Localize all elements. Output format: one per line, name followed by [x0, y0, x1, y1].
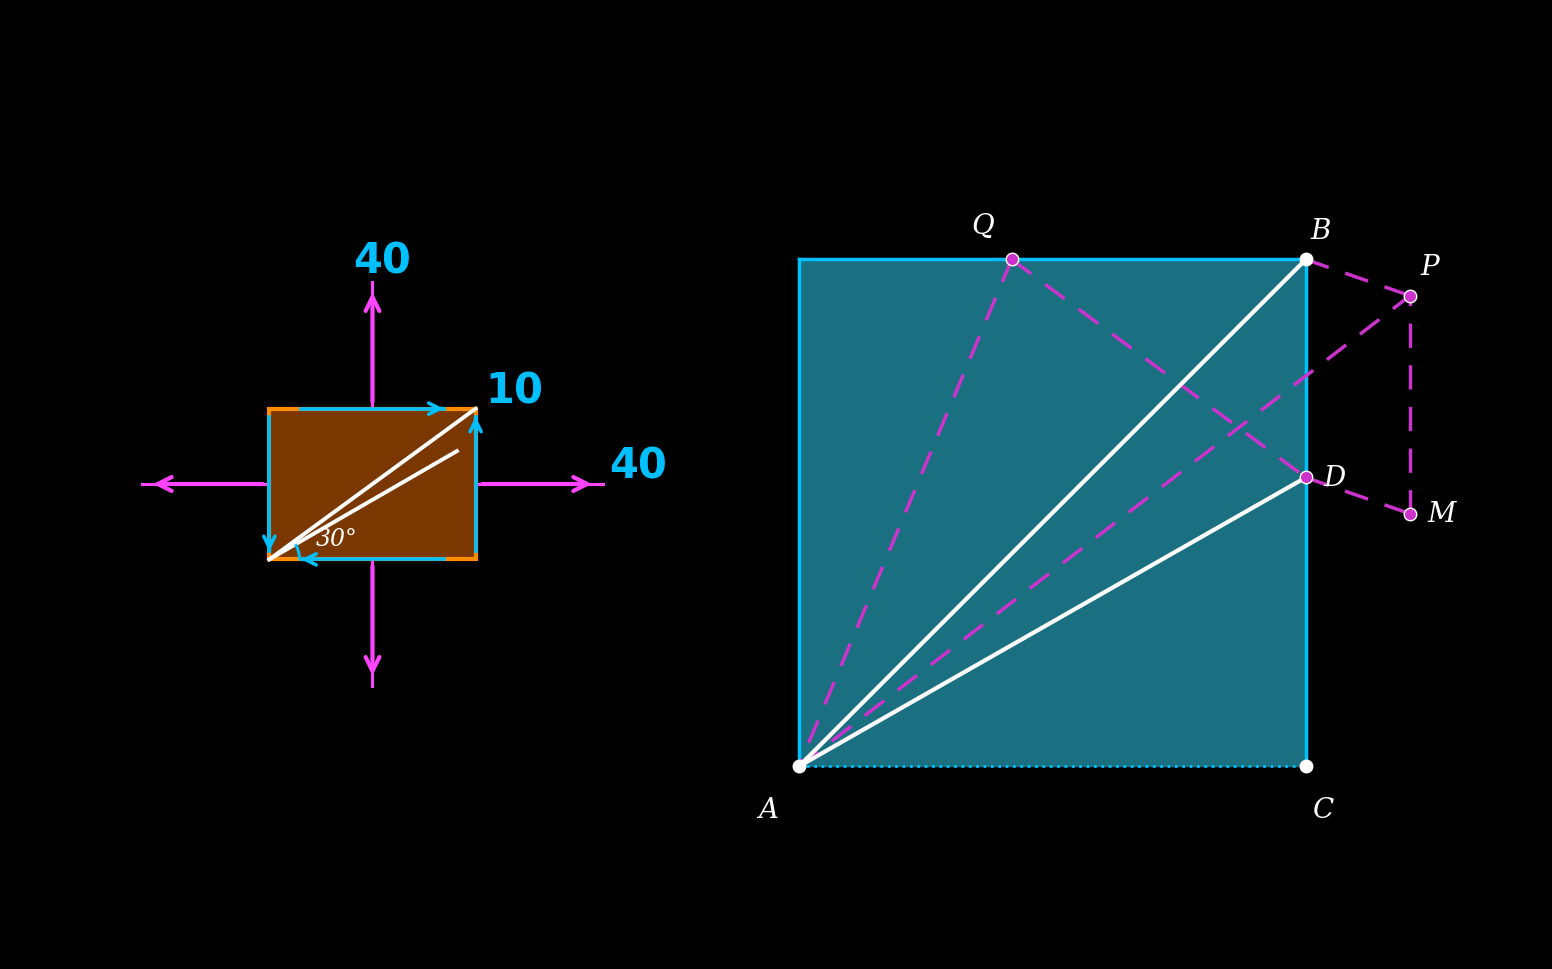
Text: Q: Q — [972, 213, 993, 240]
Polygon shape — [799, 261, 1305, 766]
Text: 40: 40 — [352, 240, 411, 282]
Text: 40: 40 — [608, 445, 667, 487]
Bar — [270, 409, 475, 560]
Text: C: C — [1313, 797, 1335, 824]
Text: M: M — [1428, 500, 1456, 527]
Text: 30°: 30° — [315, 527, 357, 550]
Text: 10: 10 — [486, 370, 543, 412]
Text: D: D — [1324, 464, 1346, 491]
Text: P: P — [1420, 254, 1439, 281]
Text: A: A — [759, 797, 778, 824]
Text: B: B — [1310, 217, 1330, 244]
